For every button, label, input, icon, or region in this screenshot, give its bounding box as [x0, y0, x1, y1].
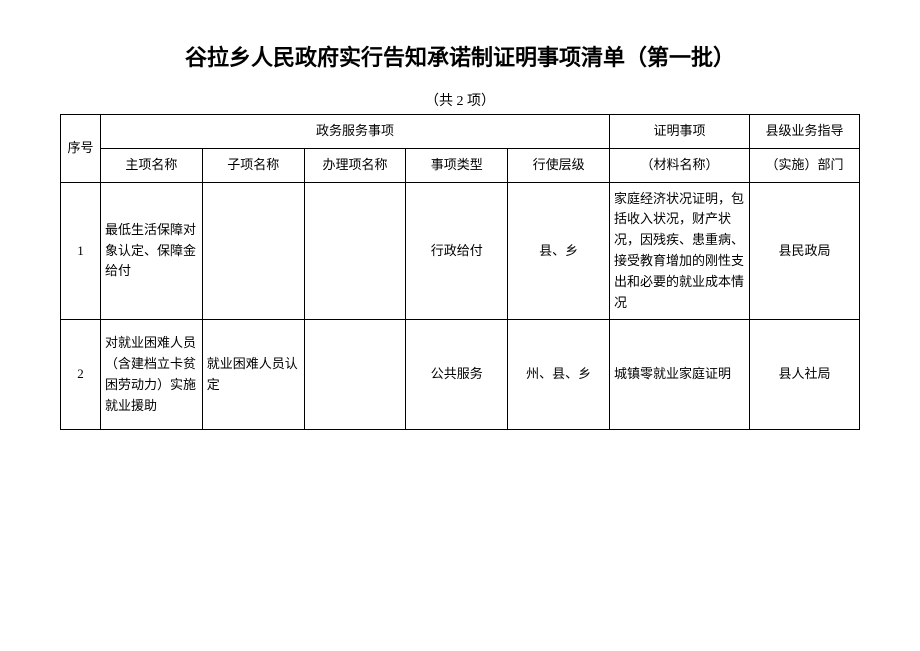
- header-service-group: 政务服务事项: [101, 115, 610, 149]
- header-seq: 序号: [61, 115, 101, 183]
- main-table: 序号 政务服务事项 证明事项 县级业务指导 主项名称 子项名称 办理项名称 事项…: [60, 114, 860, 430]
- header-dept: 县级业务指导: [750, 115, 860, 149]
- cell-sub-name: 就业困难人员认定: [202, 320, 304, 430]
- cell-level: 州、县、乡: [508, 320, 610, 430]
- document-title: 谷拉乡人民政府实行告知承诺制证明事项清单（第一批）: [60, 40, 860, 72]
- cell-dept: 县民政局: [750, 182, 860, 320]
- cell-type: 行政给付: [406, 182, 508, 320]
- cell-level: 县、乡: [508, 182, 610, 320]
- header-proc-name: 办理项名称: [304, 148, 406, 182]
- cell-seq: 2: [61, 320, 101, 430]
- header-level: 行使层级: [508, 148, 610, 182]
- cell-main-name: 最低生活保障对象认定、保障金给付: [101, 182, 203, 320]
- header-cert-sub: （材料名称）: [610, 148, 750, 182]
- cell-cert: 家庭经济状况证明，包括收入状况，财产状况，因残疾、患重病、接受教育增加的刚性支出…: [610, 182, 750, 320]
- header-cert: 证明事项: [610, 115, 750, 149]
- cell-proc-name: [304, 320, 406, 430]
- document-subtitle: （共 2 项）: [60, 90, 860, 110]
- header-dept-sub: （实施）部门: [750, 148, 860, 182]
- header-sub-name: 子项名称: [202, 148, 304, 182]
- cell-seq: 1: [61, 182, 101, 320]
- cell-main-name: 对就业困难人员（含建档立卡贫困劳动力）实施就业援助: [101, 320, 203, 430]
- cell-cert: 城镇零就业家庭证明: [610, 320, 750, 430]
- header-row-1: 序号 政务服务事项 证明事项 县级业务指导: [61, 115, 860, 149]
- header-main-name: 主项名称: [101, 148, 203, 182]
- cell-dept: 县人社局: [750, 320, 860, 430]
- header-row-2: 主项名称 子项名称 办理项名称 事项类型 行使层级 （材料名称） （实施）部门: [61, 148, 860, 182]
- table-row: 1 最低生活保障对象认定、保障金给付 行政给付 县、乡 家庭经济状况证明，包括收…: [61, 182, 860, 320]
- cell-type: 公共服务: [406, 320, 508, 430]
- header-type: 事项类型: [406, 148, 508, 182]
- cell-sub-name: [202, 182, 304, 320]
- cell-proc-name: [304, 182, 406, 320]
- table-row: 2 对就业困难人员（含建档立卡贫困劳动力）实施就业援助 就业困难人员认定 公共服…: [61, 320, 860, 430]
